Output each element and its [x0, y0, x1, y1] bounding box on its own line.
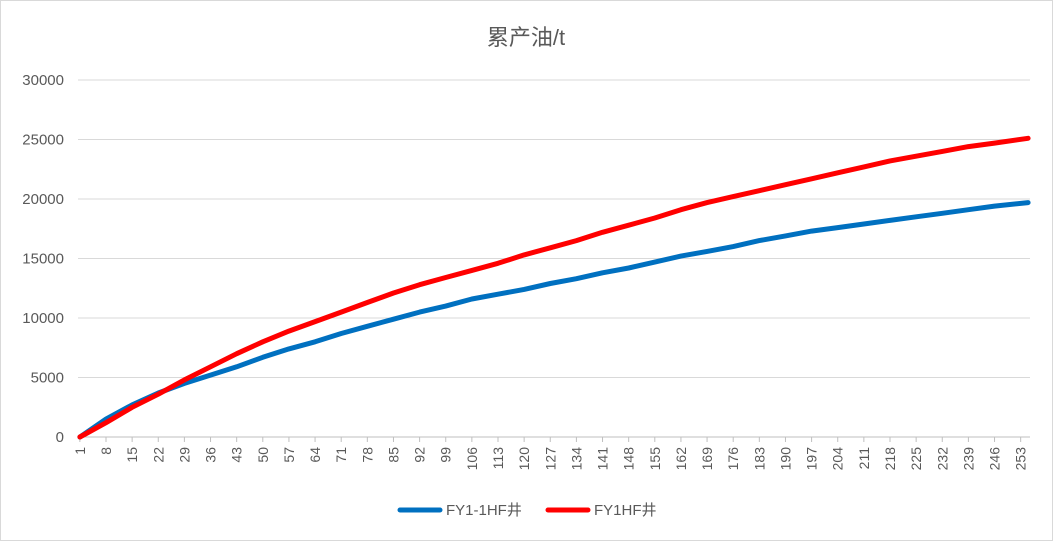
x-tick-label: 162 [673, 447, 689, 471]
gridlines [78, 79, 1030, 438]
y-tick-label: 5000 [31, 370, 64, 387]
y-tick-label: 25000 [22, 132, 64, 149]
x-tick-label: 43 [229, 447, 245, 463]
chart-title: 累产油/t [487, 25, 565, 50]
x-tick-label: 232 [934, 447, 950, 471]
y-tick-label: 15000 [22, 251, 64, 268]
x-tick-label: 239 [960, 447, 976, 471]
x-tick-label: 141 [595, 447, 611, 471]
x-tick-label: 29 [176, 447, 192, 463]
x-tick-label: 183 [751, 447, 767, 471]
x-tick-label: 211 [856, 447, 872, 470]
x-tick-label: 148 [621, 447, 637, 471]
x-tick-label: 8 [98, 447, 114, 455]
legend-label-2: FY1HF井 [594, 502, 657, 519]
x-tick-label: 155 [647, 447, 663, 471]
x-tick-label: 71 [333, 447, 349, 463]
x-tick-label: 134 [568, 447, 584, 471]
x-tick-label: 36 [203, 447, 219, 463]
x-tick-label: 197 [804, 447, 820, 471]
x-tick-label: 64 [307, 447, 323, 463]
x-tick-label: 204 [830, 447, 846, 471]
x-tick-label: 120 [516, 447, 532, 471]
x-tick-label: 57 [281, 447, 297, 463]
x-tick-label: 246 [987, 447, 1003, 471]
y-tick-label: 10000 [22, 310, 64, 327]
legend-label-1: FY1-1HF井 [446, 502, 522, 519]
series-line-1 [77, 200, 1031, 440]
x-tick-label: 253 [1013, 447, 1029, 471]
x-tick-label: 113 [490, 447, 506, 470]
x-tick-label: 22 [150, 447, 166, 463]
x-tick-label: 127 [542, 447, 558, 471]
series-line-2 [77, 135, 1031, 440]
x-axis: 1 8 15 22 29 36 43 50 57 64 71 78 85 92 99 106 113 120 127… [72, 437, 1029, 470]
y-tick-label: 20000 [22, 191, 64, 208]
x-tick-label: 169 [699, 447, 715, 471]
x-tick-label: 50 [255, 447, 271, 463]
x-tick-label: 15 [124, 447, 140, 463]
x-tick-label: 1 [72, 447, 88, 455]
x-tick-label: 190 [777, 447, 793, 471]
x-tick-label: 218 [882, 447, 898, 471]
series-group [77, 135, 1031, 440]
y-tick-label: 0 [56, 429, 64, 446]
x-tick-label: 78 [359, 447, 375, 463]
legend: FY1-1HF井 FY1HF井 [397, 502, 657, 519]
x-tick-label: 176 [725, 447, 741, 471]
y-axis-ticks: 0 5000 10000 15000 20000 25000 30000 [22, 72, 64, 446]
y-tick-label: 30000 [22, 72, 64, 89]
x-tick-label: 106 [464, 447, 480, 471]
x-tick-label: 99 [438, 447, 454, 463]
x-tick-label: 92 [412, 447, 428, 463]
x-tick-label: 85 [385, 447, 401, 463]
x-tick-label: 225 [908, 447, 924, 471]
